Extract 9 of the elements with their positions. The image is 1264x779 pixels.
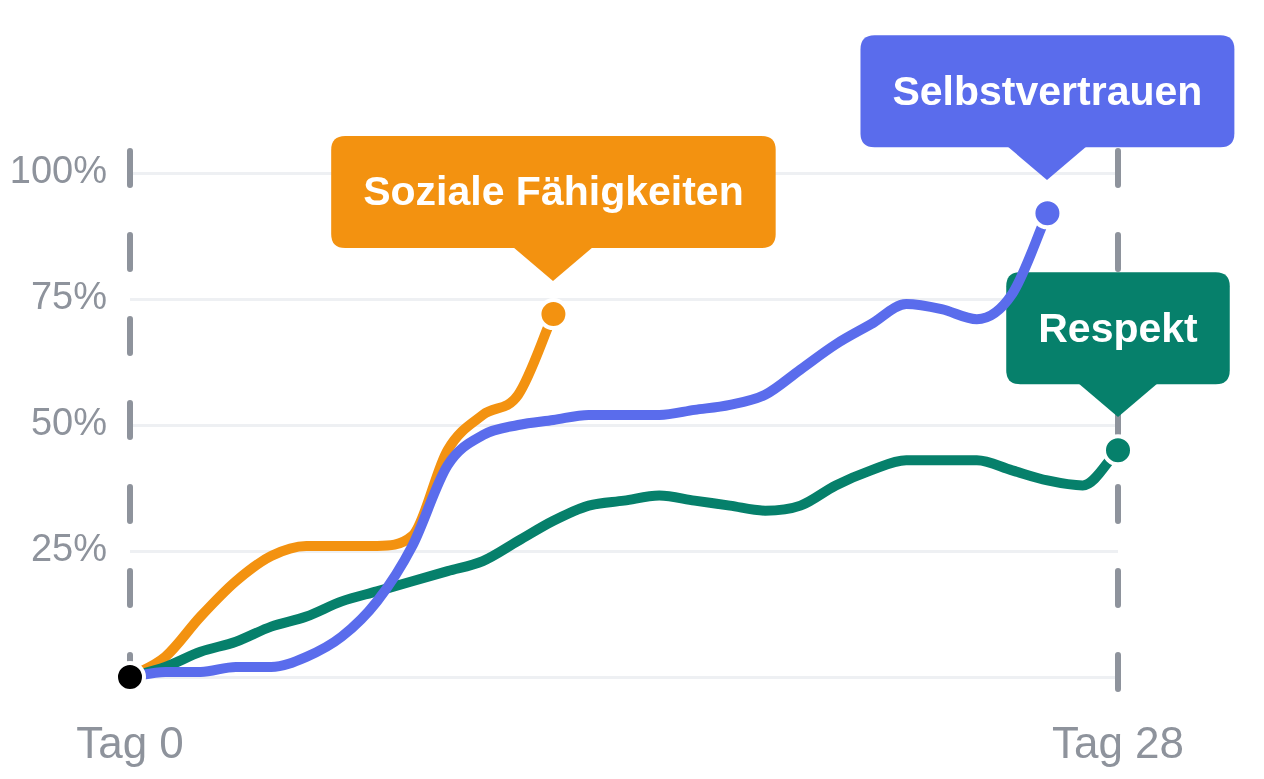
y-tick-label: 100% <box>9 149 107 192</box>
x-tick-label: Tag 28 <box>1051 717 1185 767</box>
y-tick-label: 75% <box>30 275 107 318</box>
y-tick-label: 25% <box>30 527 107 570</box>
text: Selbstvertrauen <box>892 67 1203 114</box>
y-tick-label: 50% <box>30 401 107 444</box>
text: Respekt <box>1038 304 1199 351</box>
text: Soziale Fähigkeiten <box>363 168 744 215</box>
x-tick-label: Tag 0 <box>76 717 184 767</box>
